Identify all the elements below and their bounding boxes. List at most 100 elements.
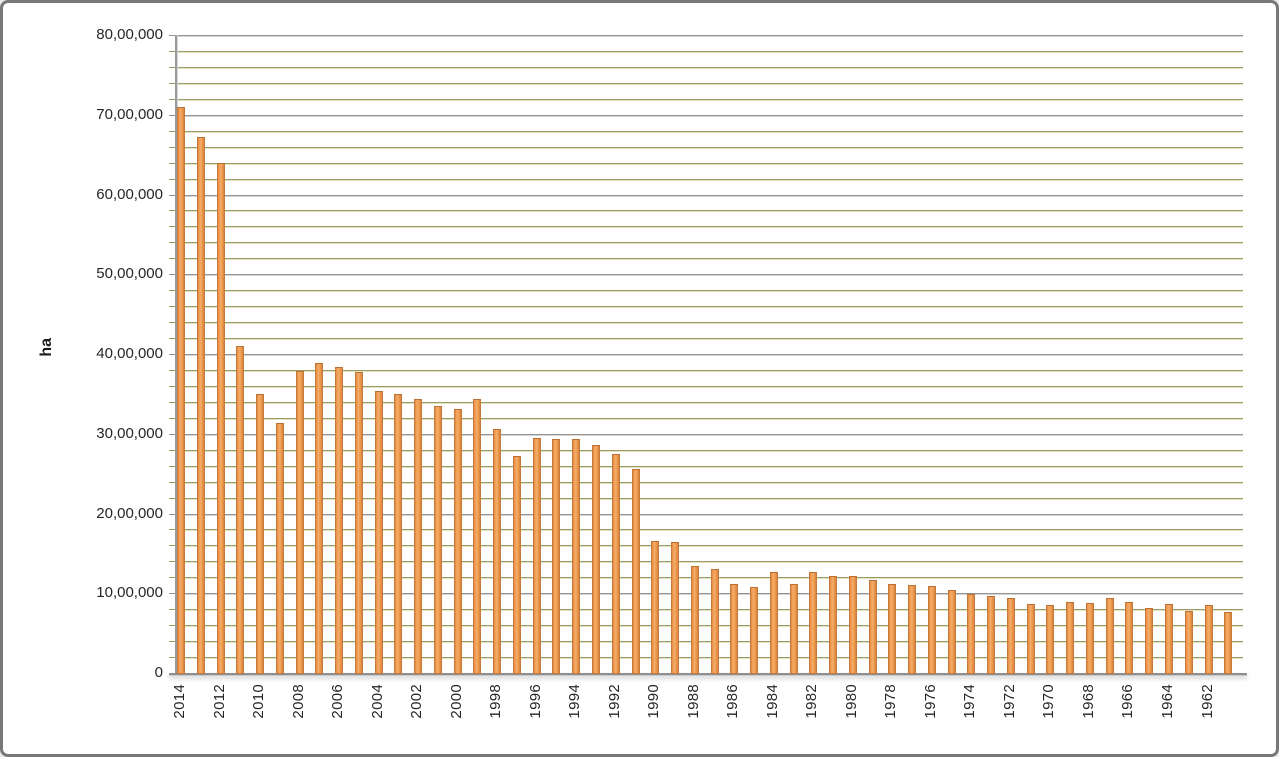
minor-gridline <box>176 609 1243 610</box>
bar-1985 <box>750 587 758 674</box>
bar-1978 <box>888 584 897 674</box>
bar-1990 <box>651 541 660 674</box>
x-tick-label: 1996 <box>526 684 544 719</box>
bar-2003 <box>394 394 403 674</box>
y-axis-tick <box>169 529 176 530</box>
x-tick-label: 1994 <box>566 684 584 719</box>
bar-2010 <box>256 394 264 674</box>
x-tick-label: 1986 <box>724 684 742 719</box>
x-tick-label: 2004 <box>368 684 386 719</box>
minor-gridline <box>176 402 1243 403</box>
minor-gridline <box>176 386 1243 387</box>
bar-1962 <box>1204 605 1213 674</box>
bar-1969 <box>1066 602 1075 674</box>
bar-1971 <box>1026 604 1035 674</box>
y-axis-tick <box>169 274 176 275</box>
minor-gridline <box>176 450 1243 451</box>
y-axis-tick <box>169 83 176 84</box>
y-tick-label: 10,00,000 <box>96 584 163 601</box>
y-axis-tick <box>169 370 176 371</box>
y-axis-line <box>175 35 177 675</box>
bar-2011 <box>236 346 245 674</box>
x-tick-label: 1974 <box>961 684 979 719</box>
minor-gridline <box>176 561 1243 562</box>
y-axis-tick <box>169 657 176 658</box>
y-axis-tick <box>169 386 176 387</box>
bar-1997 <box>512 456 521 674</box>
y-axis-tick <box>169 354 176 355</box>
minor-gridline <box>176 322 1243 323</box>
x-tick-label: 1968 <box>1079 684 1097 719</box>
minor-gridline <box>176 338 1243 339</box>
minor-gridline <box>176 163 1243 164</box>
minor-gridline <box>176 545 1243 546</box>
bar-1984 <box>769 572 778 674</box>
y-axis-tick <box>169 402 176 403</box>
major-gridline <box>176 434 1243 435</box>
y-axis-tick <box>169 434 176 435</box>
x-tick-label: 1984 <box>763 684 781 719</box>
x-tick-label: 1964 <box>1159 684 1176 719</box>
minor-gridline <box>176 625 1243 626</box>
y-axis-tick <box>169 450 176 451</box>
minor-gridline <box>176 577 1243 578</box>
bar-2013 <box>196 137 205 674</box>
bar-1981 <box>829 576 838 674</box>
minor-gridline <box>176 67 1243 68</box>
bar-1974 <box>967 594 976 674</box>
y-tick-label: 40,00,000 <box>96 345 163 362</box>
minor-gridline <box>176 83 1243 84</box>
y-axis-tick <box>169 482 176 483</box>
bar-1993 <box>591 445 600 674</box>
bar-1965 <box>1145 608 1154 674</box>
minor-gridline <box>176 210 1243 211</box>
y-tick-label: 70,00,000 <box>96 106 163 123</box>
major-gridline <box>176 115 1243 116</box>
minor-gridline <box>176 258 1243 259</box>
bar-2002 <box>414 399 423 674</box>
bar-2007 <box>315 363 324 674</box>
bar-1983 <box>789 584 798 674</box>
minor-gridline <box>176 498 1243 499</box>
x-tick-label: 2008 <box>289 684 307 719</box>
y-axis-tick <box>169 625 176 626</box>
y-axis-tick <box>169 545 176 546</box>
y-axis-tick <box>169 290 176 291</box>
minor-gridline <box>176 226 1243 227</box>
y-axis-tick <box>169 338 176 339</box>
x-tick-label: 1998 <box>487 684 505 719</box>
x-tick-label: 1970 <box>1040 684 1058 719</box>
y-axis-tick <box>169 641 176 642</box>
x-tick-label: 1972 <box>1000 684 1018 719</box>
major-gridline <box>176 354 1243 355</box>
bar-1995 <box>552 439 561 674</box>
bar-1994 <box>572 439 581 674</box>
bar-1968 <box>1085 603 1094 674</box>
minor-gridline <box>176 466 1243 467</box>
y-axis-tick <box>169 322 176 323</box>
y-axis-tick <box>169 115 176 116</box>
x-tick-label: 1976 <box>921 684 939 719</box>
y-tick-label: 80,00,000 <box>96 26 163 43</box>
bar-1973 <box>987 596 996 674</box>
y-axis-tick <box>169 179 176 180</box>
x-tick-label: 1980 <box>842 684 860 719</box>
bar-1998 <box>493 429 502 674</box>
y-axis-tick <box>169 306 176 307</box>
x-tick-label: 2002 <box>408 684 426 719</box>
x-tick-label: 2006 <box>329 684 347 719</box>
major-gridline <box>176 514 1243 515</box>
bar-2004 <box>374 391 383 674</box>
bar-2005 <box>354 372 363 674</box>
bar-1980 <box>848 576 857 674</box>
y-axis-tick <box>169 577 176 578</box>
minor-gridline <box>176 179 1243 180</box>
y-axis-tick <box>169 226 176 227</box>
y-tick-label: 30,00,000 <box>96 425 163 442</box>
bar-1996 <box>532 438 541 674</box>
y-axis-tick <box>169 147 176 148</box>
bar-1967 <box>1105 598 1114 674</box>
y-axis-tick <box>169 242 176 243</box>
bar-1999 <box>473 399 482 674</box>
